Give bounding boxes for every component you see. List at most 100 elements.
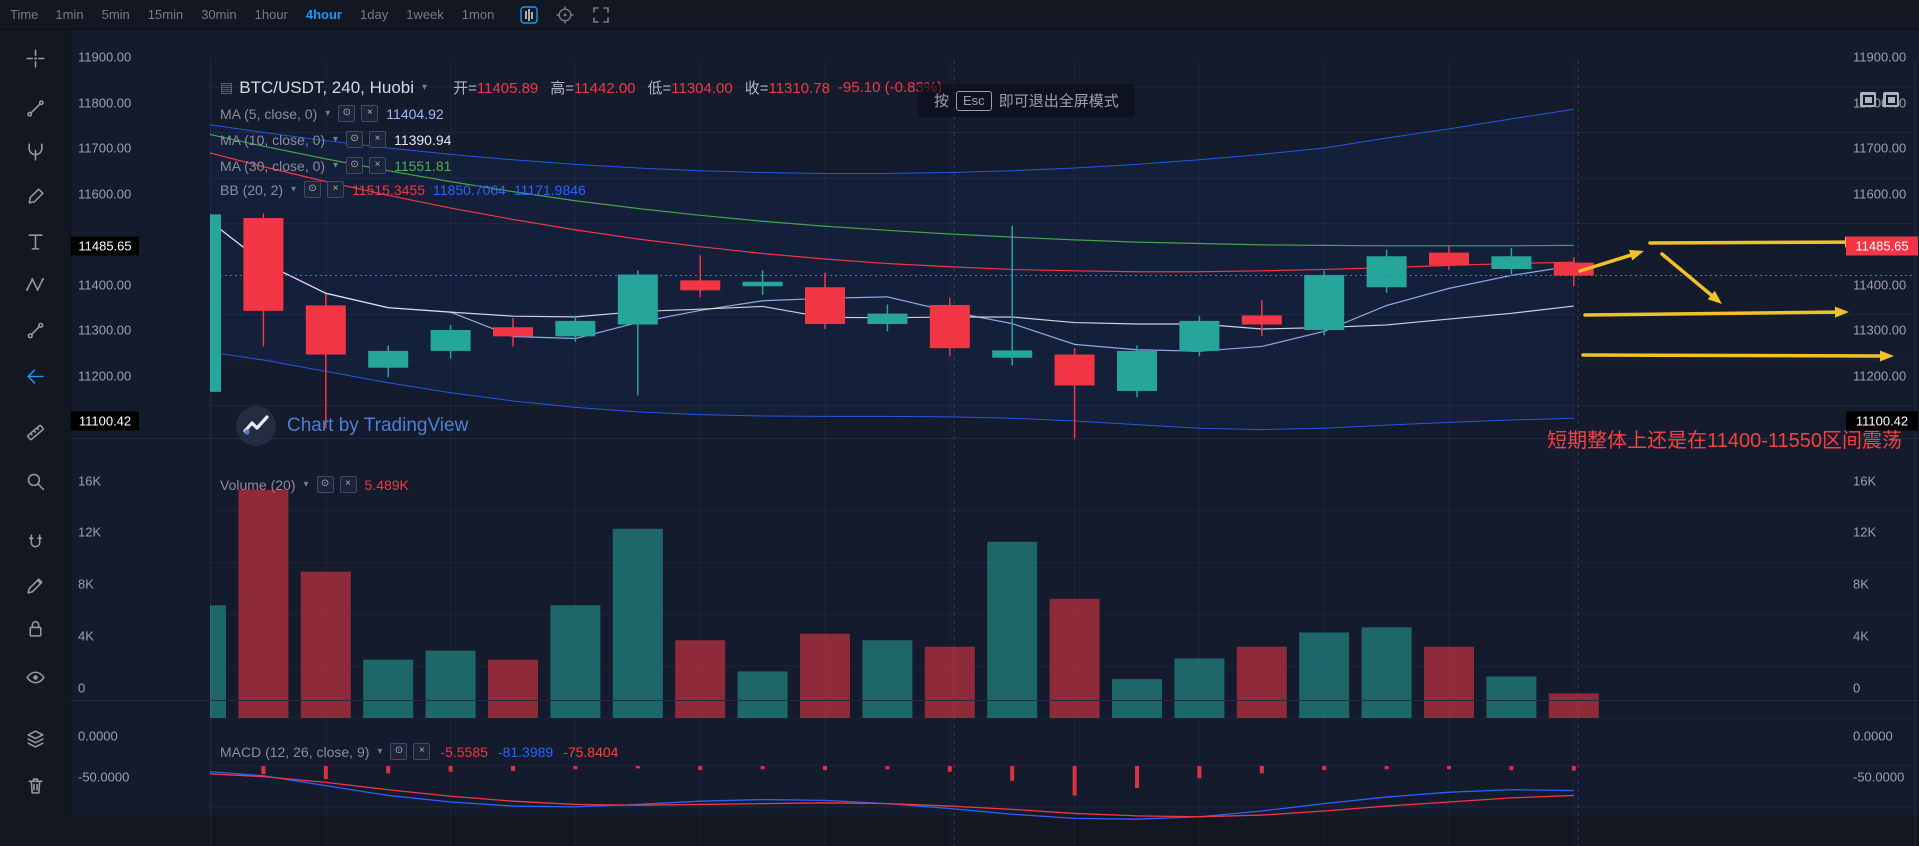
indicator-name[interactable]: BB (20, 2) — [220, 181, 284, 198]
volume-axis-label: 0 — [78, 680, 86, 696]
indicator-settings-button[interactable]: ⊙ — [346, 131, 364, 148]
indicator-close-button[interactable]: × — [339, 476, 357, 493]
macd-value: -81.3989 — [497, 743, 554, 760]
low-price-tag: 11100.42 — [71, 411, 139, 431]
interval-button-15min[interactable]: 15min — [147, 6, 184, 22]
candle-chart-icon[interactable] — [518, 4, 540, 26]
macd-axis-label: 0.0000 — [1853, 728, 1893, 744]
chevron-down-icon[interactable]: ▾ — [333, 134, 339, 145]
ruler-icon[interactable] — [23, 420, 47, 444]
magnet-icon[interactable] — [23, 530, 47, 554]
pitchfork-icon[interactable] — [23, 139, 47, 163]
indicator-legend: MA (5, close, 0) ▾ ⊙ × 11404.92 — [220, 105, 444, 122]
trend-arrows-drawing[interactable] — [1578, 236, 1894, 362]
trendline-icon[interactable] — [23, 96, 47, 120]
chevron-down-icon[interactable]: ▾ — [333, 160, 339, 171]
macd-legend: MACD (12, 26, close, 9) ▾ ⊙ × -5.5585 -81… — [220, 743, 618, 760]
price-axis-label: 11900.00 — [78, 49, 132, 65]
eye-icon[interactable] — [23, 665, 47, 689]
price-axis-label: 11200.00 — [78, 368, 132, 383]
indicator-name[interactable]: MA (5, close, 0) — [220, 105, 318, 122]
monitor-icon: ▤ — [220, 79, 234, 95]
indicator-close-button[interactable]: × — [327, 181, 345, 198]
chart-canvas — [210, 60, 1915, 846]
macd-layer — [210, 766, 1576, 820]
interval-button-4hour[interactable]: 4hour — [305, 6, 342, 22]
bollinger-bands — [210, 108, 1574, 431]
indicator-close-button[interactable]: × — [369, 131, 387, 148]
interval-button-1min[interactable]: 1min — [55, 6, 84, 22]
chart-area: 11900.00 11900.00 11800.00 11800.00 11700.00… — [70, 30, 1919, 846]
indicator-settings-button[interactable]: ⊙ — [304, 181, 322, 198]
chevron-down-icon[interactable]: ▾ — [291, 184, 297, 195]
trash-icon[interactable] — [23, 773, 47, 797]
chevron-down-icon[interactable]: ▾ — [422, 82, 428, 93]
macd-values: -5.5585 -81.3989 -75.8404 — [440, 744, 618, 760]
ohlc-item: 高=11442.00 — [550, 80, 636, 97]
crosshair-icon[interactable] — [23, 46, 47, 70]
pane-divider[interactable] — [70, 438, 1919, 439]
brush-icon[interactable] — [23, 184, 47, 208]
xabcd-pattern-icon[interactable] — [23, 272, 47, 296]
interval-button-1day[interactable]: 1day — [360, 6, 389, 22]
indicator-value: 11404.92 — [386, 105, 444, 122]
fullscreen-icon[interactable] — [590, 4, 612, 26]
interval-button-1mon[interactable]: 1mon — [461, 6, 495, 22]
chevron-down-icon[interactable]: ▾ — [303, 479, 309, 490]
volume-axis-label: 4K — [1853, 628, 1869, 644]
ohlc-item: 开=11405.89 — [453, 80, 539, 97]
symbol-title[interactable]: BTC/USDT, 240, Huobi — [239, 77, 415, 97]
interval-buttons: 1min 5min 15min 30min 1hour 4hour 1day 1week 1mo… — [46, 0, 503, 30]
price-axis-label: 11600.00 — [1853, 186, 1907, 201]
macd-axis-label: 0.0000 — [78, 728, 118, 744]
macd-indicator-name[interactable]: MACD (12, 26, close, 9) — [220, 743, 370, 760]
watermark-text[interactable]: Chart by TradingView — [287, 415, 469, 436]
ohlc-item: 低=11304.00 — [647, 80, 733, 97]
macd-value: -75.8404 — [563, 743, 619, 760]
volume-layer — [210, 489, 1599, 718]
drawing-pencil-icon[interactable] — [23, 573, 47, 597]
indicator-settings-button[interactable]: ⊙ — [390, 743, 408, 760]
zoom-icon[interactable] — [23, 469, 47, 493]
indicator-close-button[interactable]: × — [369, 157, 387, 174]
drawing-toolbar — [0, 30, 71, 816]
volume-value: 5.489K — [364, 476, 409, 493]
toolbar-icons — [511, 4, 619, 26]
prediction-icon[interactable] — [23, 318, 47, 342]
chart-text-annotation[interactable]: 短期整体上还是在11400-11550区间震荡 — [1547, 430, 1902, 452]
volume-axis-label: 12K — [1853, 524, 1877, 540]
text-icon[interactable] — [23, 229, 47, 253]
back-arrow-icon[interactable] — [23, 364, 47, 388]
chevron-down-icon[interactable]: ▾ — [325, 108, 331, 119]
volume-axis-label: 16K — [78, 473, 102, 489]
pane-control-button[interactable] — [1883, 92, 1899, 107]
lock-icon[interactable] — [23, 616, 47, 640]
indicator-value: 11390.94 — [394, 131, 452, 148]
indicator-name[interactable]: MA (30, close, 0) — [220, 157, 326, 174]
interval-button-30min[interactable]: 30min — [201, 6, 237, 22]
indicator-settings-button[interactable]: ⊙ — [316, 476, 334, 493]
symbol-legend: ▤ BTC/USDT, 240, Huobi ▾ 开=11405.89 高=114… — [220, 77, 942, 98]
indicator-settings-button[interactable]: ⊙ — [338, 105, 356, 122]
indicator-close-button[interactable]: × — [361, 105, 379, 122]
pane-control-button[interactable] — [1860, 92, 1876, 107]
chevron-down-icon[interactable]: ▾ — [377, 746, 383, 757]
target-icon[interactable] — [554, 4, 576, 26]
interval-button-1hour[interactable]: 1hour — [254, 6, 288, 22]
indicator-name[interactable]: MA (10, close, 0) — [220, 131, 326, 148]
tradingview-watermark[interactable]: Chart by TradingView — [235, 405, 468, 447]
interval-button-5min[interactable]: 5min — [101, 6, 130, 22]
last-price-tag: 11485.65 — [1846, 236, 1918, 256]
low-price-tag: 11100.42 — [1846, 411, 1918, 431]
price-axis-label: 11800.00 — [78, 95, 132, 110]
indicator-settings-button[interactable]: ⊙ — [346, 157, 364, 174]
pane-divider[interactable] — [70, 700, 1919, 701]
fullscreen-tooltip: 按 Esc 即可退出全屏模式 — [918, 84, 1135, 117]
layers-icon[interactable] — [23, 726, 47, 750]
price-axis-label: 11200.00 — [1853, 368, 1907, 383]
volume-indicator-name[interactable]: Volume (20) — [220, 476, 296, 493]
interval-button-1week[interactable]: 1week — [406, 6, 444, 22]
indicator-legend: MA (10, close, 0) ▾ ⊙ × 11390.94 — [220, 131, 451, 148]
indicator-close-button[interactable]: × — [413, 743, 431, 760]
